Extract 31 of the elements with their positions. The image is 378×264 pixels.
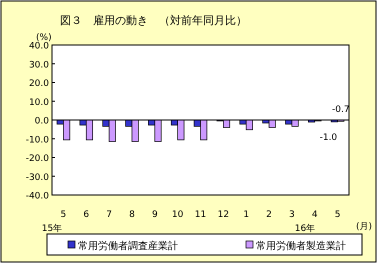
y-tick-label: 30.0 [28,60,50,70]
x-tick-label: 7 [106,210,112,220]
y-tick-label: -10.0 [26,135,50,146]
x-tick-label: 5 [60,210,66,220]
x-tick-label: 5 [334,210,340,220]
y-tick-label: 10.0 [28,98,50,108]
y-tick-label: 20.0 [28,79,50,89]
text: 15年 [42,223,62,234]
data-label: -0.7 [332,105,350,115]
data-label: -1.0 [320,132,338,143]
y-tick-label: -40.0 [26,192,50,202]
x-tick-label: 1 [243,210,250,220]
chart-title: 図３ 雇用の動き （対前年同月比） [60,14,247,27]
y-axis-title: (%) [36,33,52,43]
x-tick-label: 9 [152,210,158,220]
x-tick-label: 6 [83,210,90,220]
x-tick-label: 4 [312,210,318,220]
y-tick-label: -30.0 [26,172,50,183]
x-tick-label: 11 [194,210,206,220]
x-tick-label: 12 [218,210,230,220]
x-tick-label: 2 [266,210,272,220]
y-tick-label: 0.0 [34,116,50,126]
y-tick-label: 40.0 [28,42,50,52]
x-tick-label: 3 [289,210,295,220]
y-tick-label: -20.0 [26,154,50,164]
x-tick-label: 10 [172,210,184,220]
text: (月) [356,222,372,232]
x-tick-label: 8 [129,210,136,220]
legend-label: 常用労働者調査産業計 [78,240,178,252]
legend-label: 常用労働者製造業計 [256,240,346,252]
text: 16年 [294,223,316,234]
